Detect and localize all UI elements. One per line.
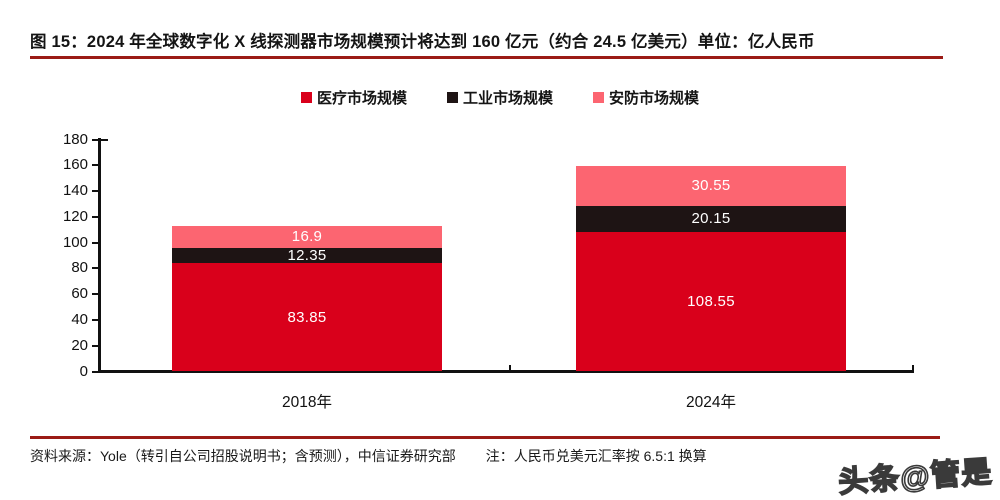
y-axis-tick [92,138,100,141]
legend-label-medical: 医疗市场规模 [316,89,407,107]
bar-segment-security-2024年: 30.55 [576,166,846,206]
bar-value-label-medical-2024年: 108.55 [687,293,735,311]
y-axis-label: 0 [79,362,88,380]
footer-separator-rule [30,436,940,439]
legend-item-medical: 医疗市场规模 [300,87,407,108]
y-axis-tick [92,318,100,321]
x-axis-category-label: 2018年 [282,393,332,411]
bar-segment-medical-2024年: 108.55 [576,231,846,372]
legend-label-security: 安防市场规模 [609,89,700,107]
y-axis-label: 20 [71,336,88,354]
bar-value-label-industrial-2024年: 20.15 [691,210,731,228]
y-axis-tick [92,241,100,244]
bar-value-label-industrial-2018年: 12.35 [287,246,327,264]
x-axis-mid-tick [509,364,511,372]
bar-value-label-medical-2018年: 83.85 [287,308,327,326]
y-axis-tick [92,370,100,373]
footer-note: 资料来源：Yole（转引自公司招股说明书；含预测），中信证券研究部 注：人民币兑美… [30,446,970,466]
y-axis-label: 140 [62,182,88,200]
y-axis-tick [92,215,100,218]
bar-segment-industrial-2018年: 12.35 [172,246,442,264]
bar-value-label-security-2024年: 30.55 [691,177,731,195]
bar-segment-security-2018年: 16.9 [172,225,442,248]
y-axis-label: 160 [62,156,88,174]
y-axis-label: 60 [71,285,88,303]
exchange-rate-note: 注：人民币兑美元汇率按 6.5:1 换算 [485,448,707,464]
legend-swatch-security-icon [593,91,604,103]
bar-segment-industrial-2024年: 20.15 [576,205,846,232]
y-axis-tick [92,164,100,167]
y-axis-line [98,138,101,373]
y-axis-tick [92,293,100,296]
x-axis-category-label: 2024年 [686,393,736,411]
source-text: 资料来源：Yole（转引自公司招股说明书；含预测），中信证券研究部 [30,448,456,464]
bar-segment-medical-2018年: 83.85 [172,263,442,372]
bar-value-label-security-2018年: 16.9 [291,228,323,246]
y-axis-label: 100 [62,233,88,251]
y-axis-top-cap [100,139,108,141]
legend-item-industrial: 工业市场规模 [446,87,553,108]
y-axis-tick [92,344,100,347]
y-axis-label: 80 [71,259,88,277]
y-axis-label: 120 [62,207,88,225]
legend-swatch-industrial-icon [446,91,458,103]
y-axis-label: 180 [62,130,88,148]
legend-swatch-medical-icon [300,91,312,103]
legend-label-industrial: 工业市场规模 [462,89,553,107]
title-underline-rule [30,56,943,59]
legend-item-security: 安防市场规模 [593,87,699,108]
x-axis-end-tick [911,364,914,372]
chart-legend: 医疗市场规模 工业市场规模 安防市场规模 [0,87,1000,107]
x-axis-line [98,370,914,373]
y-axis-tick [92,190,100,193]
y-axis-label: 40 [71,310,88,328]
figure-title: 图 15：2024 年全球数字化 X 线探测器市场规模预计将达到 160 亿元（… [30,33,815,51]
y-axis-tick [92,267,100,270]
